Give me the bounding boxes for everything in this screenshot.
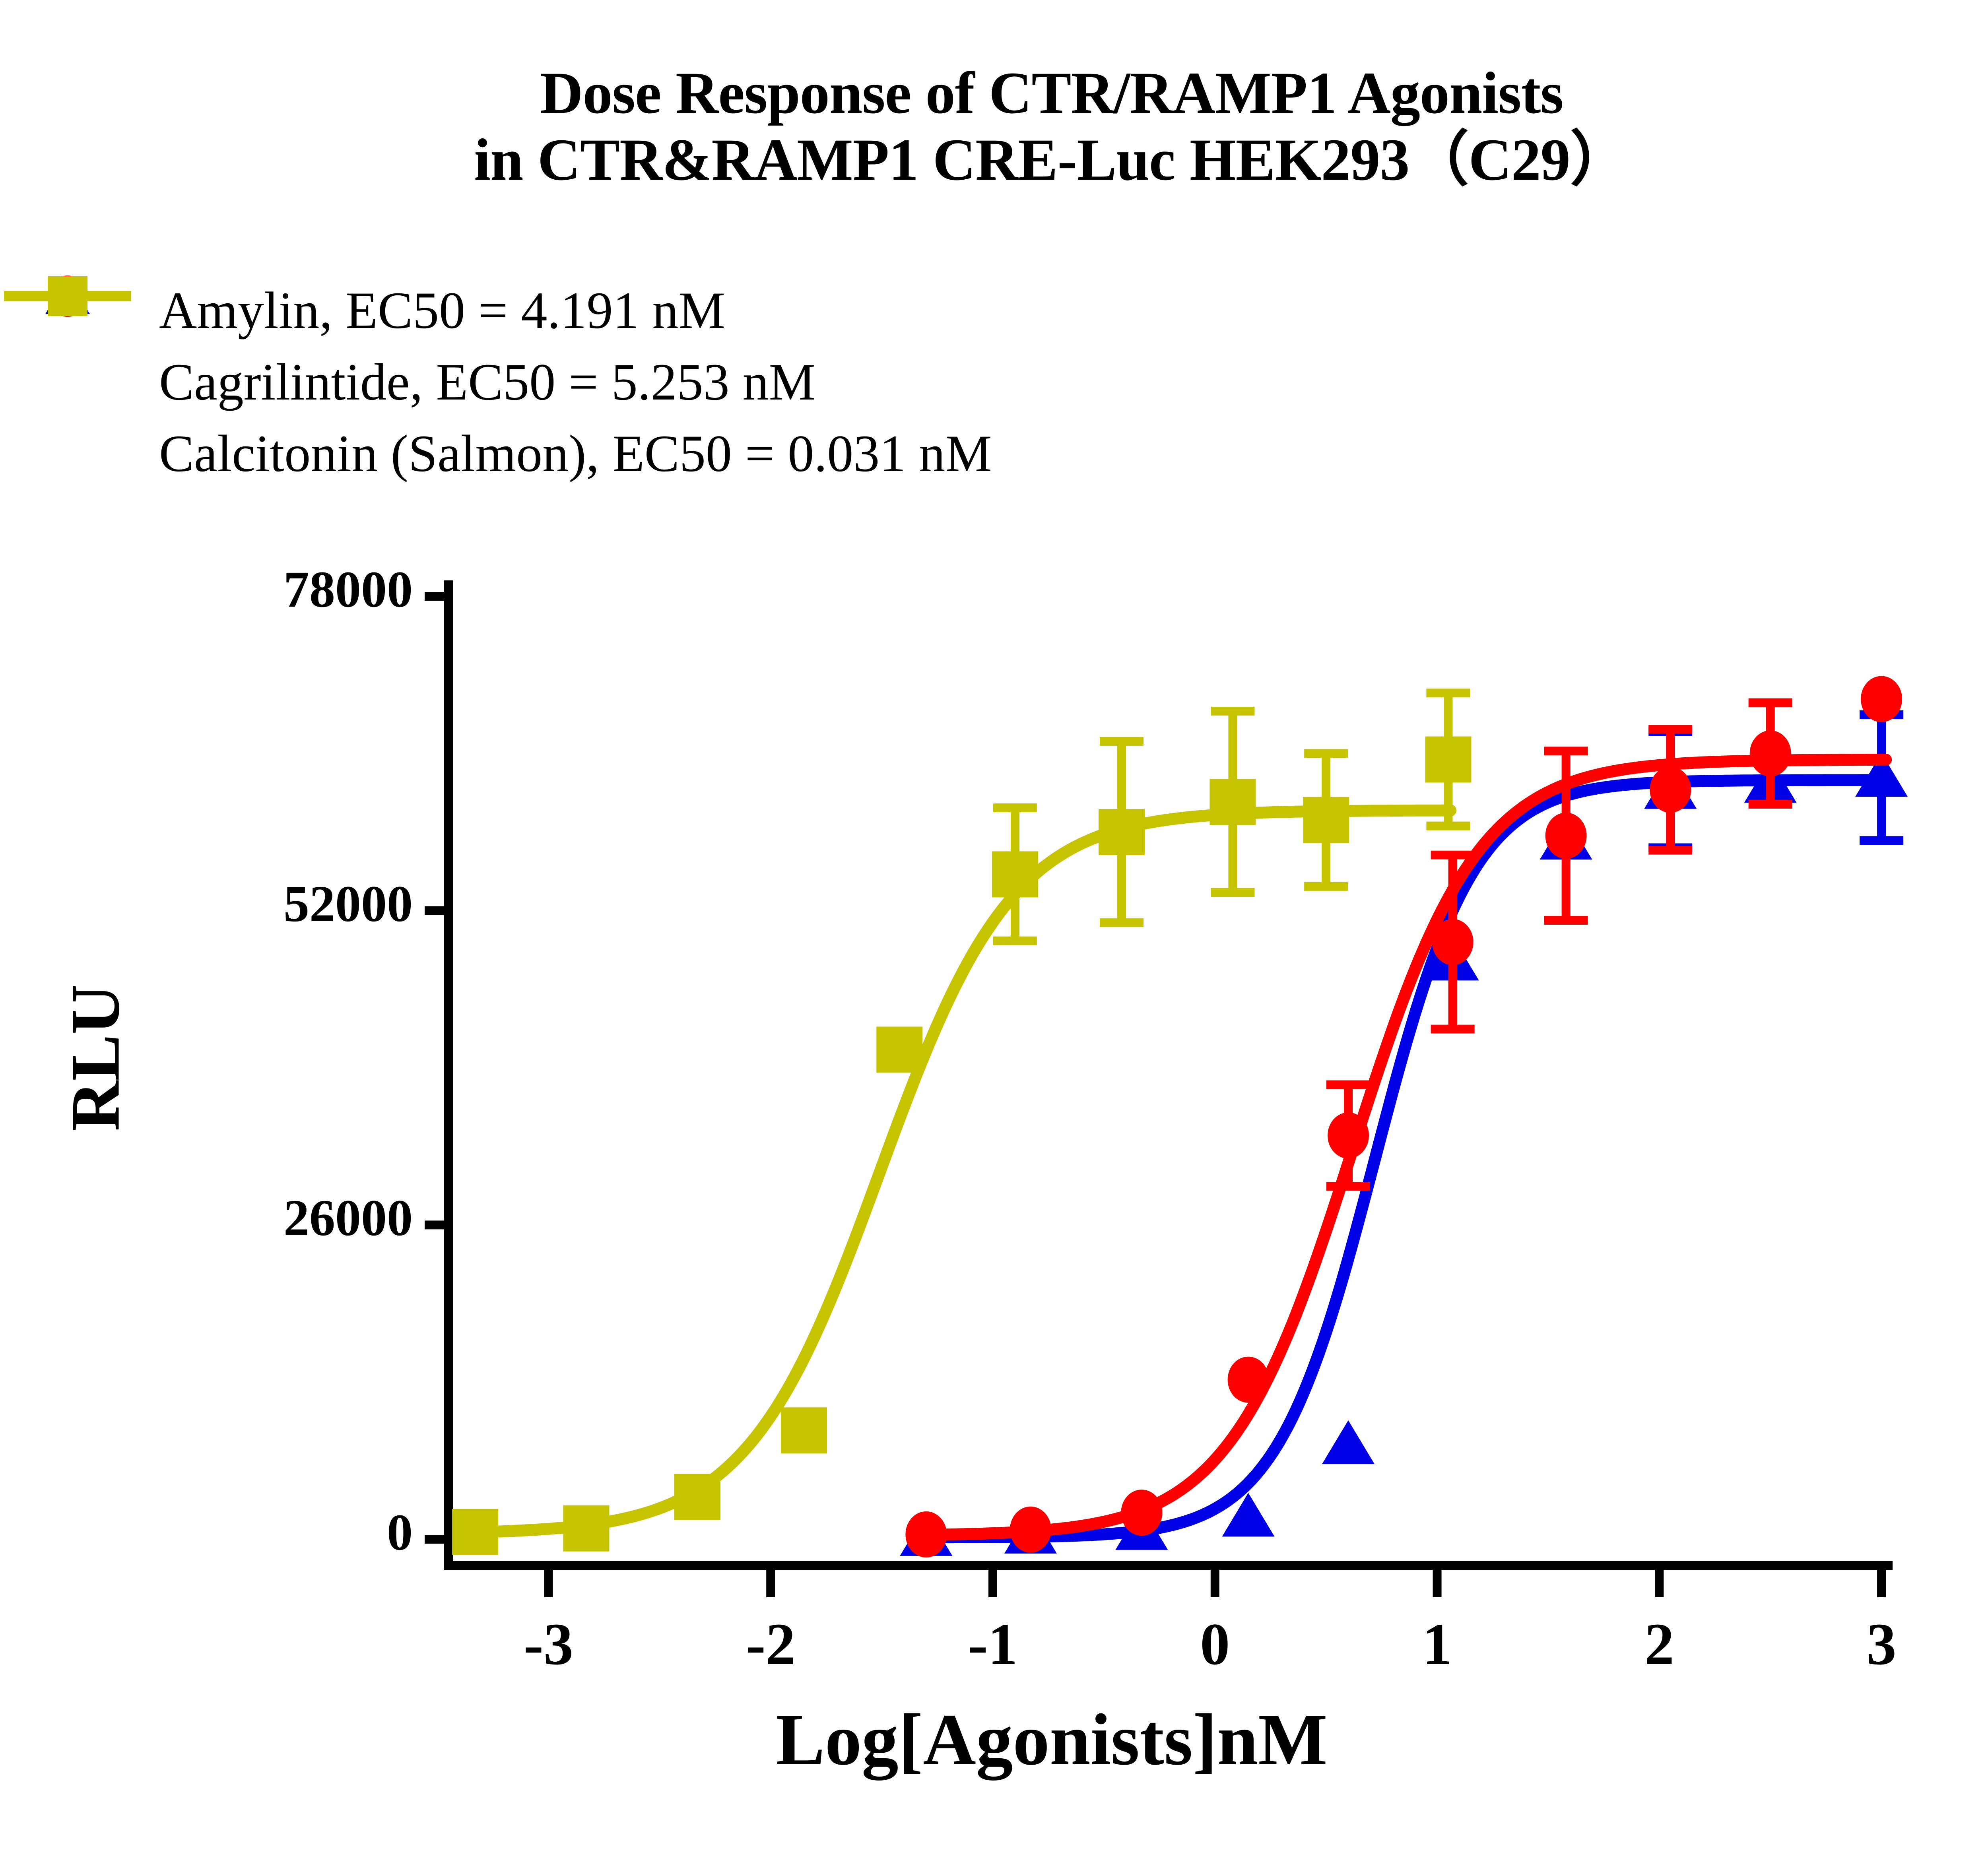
y-axis-tick-label: 52000 — [283, 875, 413, 933]
series-calcitonin-salmon- — [452, 689, 1472, 1555]
series-amylin — [905, 676, 1903, 1558]
data-point-circle — [1328, 1112, 1369, 1159]
x-axis-title: Log[Agonists]nM — [776, 1699, 1328, 1781]
data-point-square — [1425, 736, 1472, 783]
data-point-square — [452, 1509, 499, 1555]
legend-label-cagrilintide: Cagrilintide, EC50 = 5.253 nM — [159, 352, 816, 411]
fit-curve — [453, 804, 1456, 1538]
chart-title-line-2: in CTR&RAMP1 CRE-Luc HEK293（C29） — [474, 127, 1630, 193]
data-point-triangle — [1855, 753, 1908, 797]
series-cagrilintide — [900, 710, 1908, 1556]
legend-label-calcitonin: Calcitonin (Salmon), EC50 = 0.031 nM — [159, 424, 992, 483]
chart-title-line-1: Dose Response of CTR/RAMP1 Agonists — [540, 60, 1563, 126]
data-point-triangle — [1222, 1493, 1275, 1537]
data-point-circle — [1749, 730, 1791, 777]
legend-item-calcitonin[interactable]: Calcitonin (Salmon), EC50 = 0.031 nM — [0, 276, 1988, 489]
data-point-circle — [1861, 676, 1903, 722]
data-point-square — [1209, 778, 1256, 825]
data-point-square — [674, 1474, 720, 1520]
data-point-circle — [1545, 813, 1587, 859]
x-axis-tick-label: 0 — [1200, 1611, 1230, 1677]
chart-legend: Amylin, EC50 = 4.191 nM Cagrilintide, EC… — [0, 274, 1988, 489]
data-point-square — [992, 851, 1038, 898]
data-point-square — [1099, 809, 1145, 855]
data-point-circle — [905, 1511, 947, 1558]
y-axis-title: RLU — [56, 984, 134, 1131]
x-axis-tick-label: -3 — [523, 1611, 573, 1677]
data-point-square — [1303, 797, 1349, 843]
x-axis-tick-label: -1 — [968, 1611, 1018, 1677]
legend-item-amylin[interactable]: Amylin, EC50 = 4.191 nM — [0, 274, 1988, 346]
y-axis-tick-label: 0 — [387, 1504, 413, 1561]
x-axis-tick-label: 1 — [1422, 1611, 1452, 1677]
y-axis-tick-label: 78000 — [283, 561, 413, 618]
data-point-triangle — [1322, 1420, 1375, 1464]
x-axis-tick-label: 3 — [1866, 1611, 1897, 1677]
fit-curve — [909, 774, 1892, 1544]
x-axis-tick-label: -2 — [746, 1611, 796, 1677]
data-point-circle — [1010, 1506, 1051, 1553]
data-point-circle — [1121, 1490, 1163, 1536]
legend-label-amylin: Amylin, EC50 = 4.191 nM — [159, 281, 725, 339]
data-point-square — [563, 1505, 610, 1552]
fit-curve — [909, 753, 1892, 1541]
data-point-circle — [1432, 919, 1474, 965]
data-point-circle — [1650, 766, 1691, 813]
x-axis-tick-label: 2 — [1644, 1611, 1674, 1677]
data-point-square — [781, 1407, 827, 1454]
y-axis-tick-label: 26000 — [283, 1189, 413, 1247]
data-point-circle — [1227, 1356, 1269, 1403]
chart-title: Dose Response of CTR/RAMP1 Agonists in C… — [0, 60, 1988, 193]
data-point-square — [876, 1026, 923, 1073]
